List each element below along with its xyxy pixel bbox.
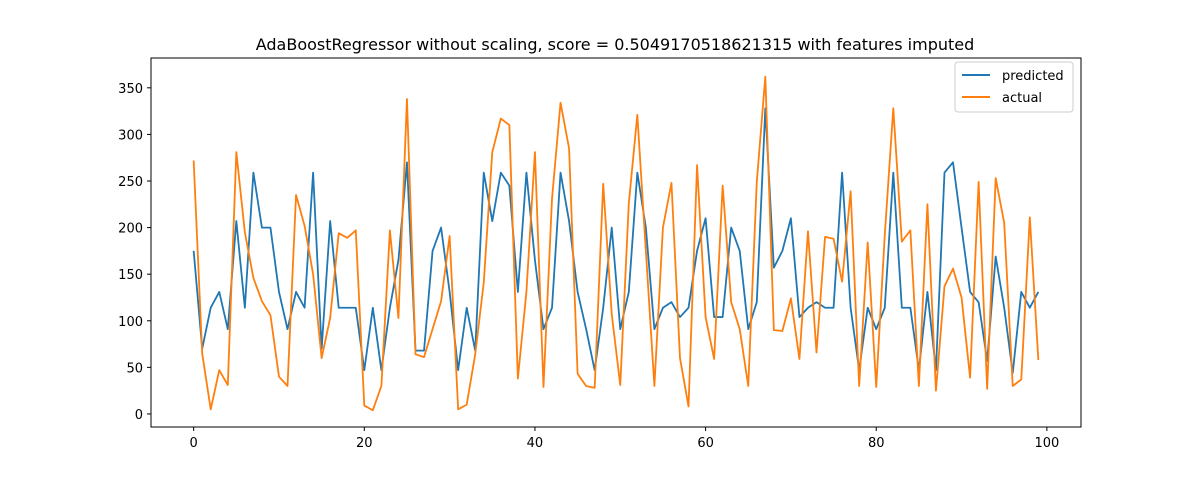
- axes-frame: [150, 57, 1082, 428]
- x-tick-label: 20: [356, 436, 373, 451]
- series-layer: [192, 75, 1040, 412]
- x-tick-label: 100: [1034, 436, 1059, 451]
- y-axis: 0 50 100 150 200 250 300 350: [118, 82, 151, 423]
- y-tick-label: 250: [118, 175, 143, 190]
- y-tick-label: 300: [118, 128, 143, 143]
- x-axis: 0 20 40 60 80 100: [190, 427, 1059, 451]
- y-tick-label: 350: [118, 82, 143, 97]
- y-tick-label: 50: [126, 361, 143, 376]
- x-tick-label: 0: [190, 436, 198, 451]
- y-tick-label: 100: [118, 315, 143, 330]
- x-tick-label: 80: [868, 436, 885, 451]
- series-line-predicted: [192, 107, 1040, 374]
- series-line-actual: [192, 75, 1040, 412]
- x-tick-label: 40: [527, 436, 544, 451]
- legend-label-actual: actual: [1002, 91, 1042, 106]
- plot-area: 0 20 40 60 80 100 0 50 100 150 200 250 300 350: [118, 57, 1082, 451]
- y-tick-label: 0: [135, 408, 143, 423]
- legend: predicted actual: [954, 61, 1074, 113]
- chart-title: AdaBoostRegressor without scaling, score…: [256, 35, 975, 54]
- x-tick-label: 60: [697, 436, 714, 451]
- legend-label-predicted: predicted: [1002, 69, 1064, 84]
- y-tick-label: 200: [118, 222, 143, 237]
- axes-spines: [150, 57, 1082, 428]
- y-tick-label: 150: [118, 268, 143, 283]
